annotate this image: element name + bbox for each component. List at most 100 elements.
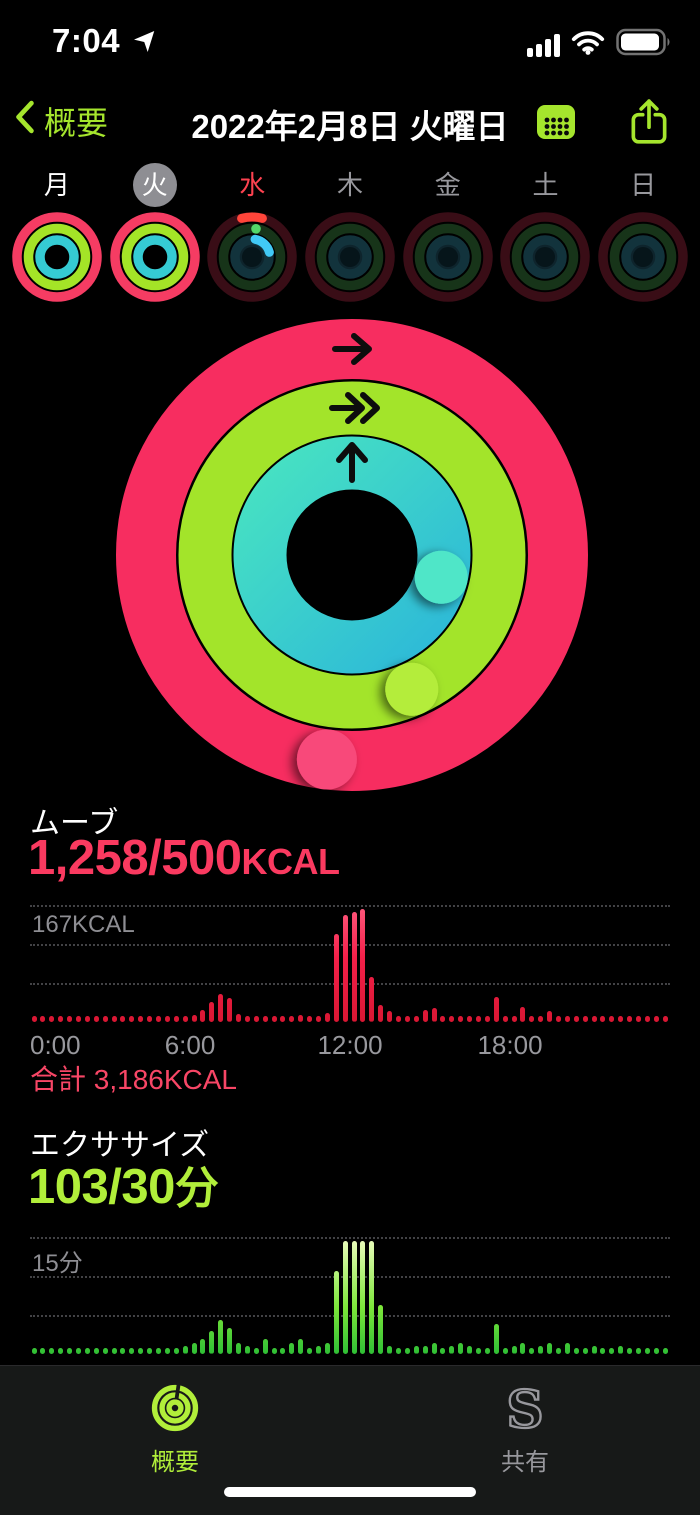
exercise-chart-bar	[40, 1348, 46, 1354]
exercise-chart-bar	[67, 1348, 73, 1354]
move-chart-bar	[573, 1016, 579, 1022]
exercise-chart-bar	[538, 1346, 544, 1354]
exercise-chart-bar	[49, 1348, 55, 1354]
exercise-chart-bar	[475, 1348, 481, 1354]
weekday-2[interactable]: 火	[106, 163, 204, 303]
nav-bar: 概要 2022年2月8日 火曜日	[0, 92, 700, 154]
share-icon	[631, 99, 667, 144]
move-chart-bar	[493, 996, 499, 1022]
status-bar: 7:04	[0, 0, 700, 62]
move-chart-bar	[555, 1016, 561, 1022]
move-chart-bar	[58, 1016, 64, 1022]
move-value-unit: KCAL	[241, 841, 340, 882]
move-chart-bar	[129, 1016, 135, 1022]
exercise-chart-bar	[164, 1348, 170, 1354]
exercise-chart-bar	[111, 1348, 117, 1354]
move-chart-bar	[235, 1013, 241, 1022]
move-chart-bar	[182, 1016, 188, 1022]
exercise-chart-bar	[413, 1346, 419, 1354]
weekday-7[interactable]: 日	[594, 163, 692, 303]
move-chart-bar	[307, 1016, 313, 1022]
move-chart-bar	[191, 1015, 197, 1022]
calendar-button[interactable]	[536, 104, 576, 145]
move-chart-bar	[413, 1016, 419, 1022]
move-chart-bar	[360, 909, 366, 1022]
move-chart-bar	[600, 1016, 606, 1022]
back-button[interactable]: 概要	[14, 98, 108, 144]
move-chart-bar	[164, 1016, 170, 1022]
weekday-label: 水	[239, 170, 266, 200]
exercise-value: 103/30分	[28, 1152, 219, 1216]
calendar-icon	[537, 105, 575, 139]
weekday-4[interactable]: 木	[301, 163, 399, 303]
exercise-chart-bar	[138, 1348, 144, 1354]
move-chart-bar	[40, 1016, 46, 1022]
weekday-1[interactable]: 月	[8, 163, 106, 303]
move-chart-bar	[635, 1016, 641, 1022]
svg-text:S: S	[506, 1380, 543, 1436]
activity-rings-icon	[151, 1382, 199, 1432]
exercise-chart-bar	[369, 1241, 375, 1354]
move-ring-endcap	[296, 729, 357, 790]
exercise-chart-bar	[271, 1348, 277, 1354]
move-chart-bar	[84, 1016, 90, 1022]
move-chart-bar	[253, 1016, 259, 1022]
exercise-chart-bar	[289, 1342, 295, 1354]
weekday-6[interactable]: 土	[497, 163, 595, 303]
tab-label: 概要	[151, 1449, 199, 1476]
move-chart-bar	[49, 1016, 55, 1022]
move-chart-bar	[289, 1016, 295, 1022]
exercise-chart-bar	[547, 1342, 553, 1354]
exercise-chart-bar	[129, 1348, 135, 1354]
move-chart-bar	[155, 1016, 161, 1022]
move-chart-bar	[618, 1016, 624, 1022]
exercise-chart-bar	[253, 1348, 259, 1354]
status-icons	[527, 28, 674, 61]
wifi-icon	[570, 28, 606, 61]
home-indicator[interactable]	[224, 1487, 476, 1497]
exercise-chart-bar	[227, 1327, 233, 1354]
move-chart-bar	[67, 1016, 73, 1022]
move-value: 1,258/500KCAL	[28, 830, 340, 886]
exercise-chart-bar	[440, 1348, 446, 1354]
exercise-chart-bar	[511, 1346, 517, 1354]
tab-sharing[interactable]: S 共有	[350, 1366, 700, 1515]
exercise-chart-bar	[31, 1348, 37, 1354]
exercise-chart-bar	[315, 1346, 321, 1354]
exercise-chart-bar	[218, 1320, 224, 1354]
mini-activity-rings	[500, 212, 591, 302]
exercise-chart-bar	[147, 1348, 153, 1354]
location-services-icon	[133, 26, 160, 57]
activity-rings	[114, 317, 590, 793]
weekday-label: 木	[337, 170, 364, 200]
move-chart-bar	[609, 1016, 615, 1022]
share-button[interactable]	[628, 98, 670, 151]
exercise-chart-bar	[280, 1348, 286, 1354]
move-chart-bar	[173, 1016, 179, 1022]
exercise-chart-bar	[324, 1342, 330, 1354]
stand-up-arrow-icon	[336, 442, 368, 483]
move-chart-bar	[298, 1015, 304, 1022]
exercise-chart-bar	[93, 1348, 99, 1354]
exercise-chart-bar	[191, 1342, 197, 1354]
cellular-signal-icon	[527, 33, 560, 57]
stand-ring-endcap	[414, 550, 468, 604]
move-chart-bar	[244, 1016, 250, 1022]
tab-summary[interactable]: 概要	[0, 1366, 350, 1515]
mini-activity-rings	[109, 212, 200, 302]
move-arrow-icon	[332, 333, 372, 365]
weekday-label: 土	[532, 170, 559, 200]
battery-icon	[616, 28, 674, 61]
exercise-chart-bar	[627, 1348, 633, 1354]
exercise-chart-bar	[333, 1271, 339, 1354]
exercise-chart-bar	[422, 1346, 428, 1354]
move-chart-bar	[653, 1016, 659, 1022]
weekday-3[interactable]: 水	[203, 163, 301, 303]
exercise-chart-bar	[653, 1348, 659, 1354]
exercise-chart-bar	[58, 1348, 64, 1354]
exercise-chart-bar	[262, 1338, 268, 1354]
move-chart-bar	[138, 1016, 144, 1022]
x-axis-tick: 18:00	[477, 1030, 543, 1060]
weekday-5[interactable]: 金	[399, 163, 497, 303]
